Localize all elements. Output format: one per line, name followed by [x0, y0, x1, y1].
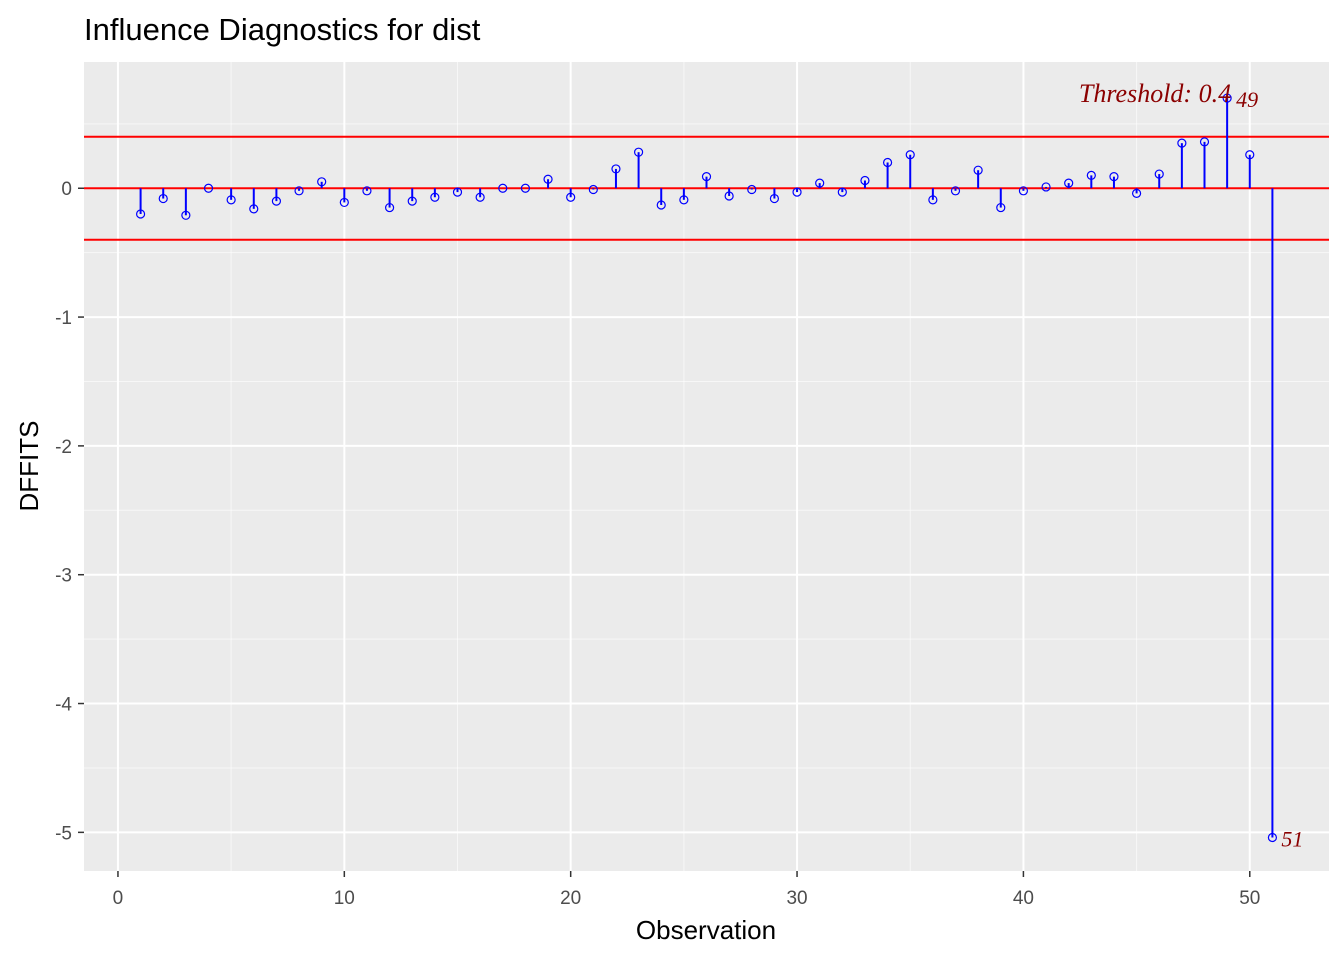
y-tick-label: -1	[55, 308, 72, 329]
dffits-point	[475, 192, 485, 202]
x-tick-label: 20	[560, 888, 581, 909]
dffits-point	[566, 192, 576, 202]
dffits-point	[498, 183, 508, 193]
dffits-point	[226, 195, 236, 205]
x-tick-label: 10	[334, 888, 355, 909]
x-tick-label: 50	[1239, 888, 1260, 909]
dffits-point	[1041, 182, 1051, 192]
point-label: 49	[1236, 87, 1258, 112]
dffits-point	[294, 186, 304, 196]
point-labels: 49 51	[1236, 87, 1303, 851]
dffits-point	[1131, 188, 1142, 198]
x-axis-title: Observation	[636, 915, 776, 945]
dffits-point	[452, 187, 463, 197]
dffits-point	[1222, 93, 1232, 103]
y-tick-label: -5	[55, 823, 72, 844]
dffits-point	[181, 210, 191, 220]
dffits-point	[679, 195, 689, 205]
dffits-point	[701, 172, 712, 182]
dffits-point	[792, 187, 802, 197]
dffits-point	[747, 184, 757, 195]
dffits-point	[1086, 170, 1096, 180]
dffits-point	[656, 200, 666, 210]
dffits-point	[362, 186, 372, 196]
dffits-point	[815, 178, 825, 188]
axis-ticks: 0 10 20 30 40 50 0 -1 -2 -3 -4 -5	[55, 179, 1260, 909]
dffits-point	[769, 193, 780, 204]
dffits-point	[407, 196, 417, 206]
dffits-point	[611, 164, 621, 174]
threshold-label: Threshold: 0.4	[1079, 79, 1231, 108]
x-tick-label: 30	[786, 888, 807, 909]
dffits-point	[588, 184, 598, 195]
dffits-point	[384, 202, 395, 213]
dffits-point	[1154, 169, 1164, 179]
dffits-point	[882, 157, 893, 168]
dffits-point	[837, 187, 847, 197]
x-tick-label: 0	[113, 888, 124, 909]
y-tick-label: -4	[55, 695, 72, 716]
dffits-point	[543, 174, 553, 184]
dffits-point	[271, 196, 282, 206]
dffits-point	[973, 165, 983, 175]
dffits-point	[158, 193, 168, 204]
dffits-point	[1177, 138, 1187, 148]
y-axis-title: DFFITS	[14, 421, 44, 512]
point-label: 51	[1281, 827, 1303, 852]
dffits-point	[317, 177, 327, 187]
dffits-point	[430, 192, 440, 202]
dffits-point	[950, 186, 961, 196]
dffits-point	[249, 204, 259, 214]
chart-title: Influence Diagnostics for dist	[84, 12, 481, 47]
dffits-point	[1245, 150, 1255, 160]
dffits-point	[633, 147, 644, 157]
dffits-point	[928, 195, 938, 205]
dffits-stems	[139, 98, 1274, 838]
dffits-points	[135, 93, 1278, 843]
dffits-point	[1064, 178, 1074, 188]
dffits-point	[724, 191, 734, 201]
dffits-point	[339, 197, 349, 208]
dffits-point	[135, 209, 146, 219]
x-tick-label: 40	[1013, 888, 1034, 909]
dffits-point	[996, 202, 1006, 213]
dffits-point	[203, 183, 214, 193]
plot-panel	[84, 62, 1329, 871]
y-tick-label: -3	[55, 566, 72, 587]
dffits-point	[1018, 186, 1029, 196]
dffits-point	[1109, 172, 1119, 182]
dffits-point	[1267, 832, 1278, 843]
y-tick-label: -2	[55, 437, 72, 458]
dffits-point	[860, 175, 870, 186]
dffits-point	[1199, 137, 1210, 147]
y-tick-label: 0	[61, 179, 72, 200]
dffits-point	[905, 150, 915, 160]
dffits-point	[520, 183, 531, 193]
